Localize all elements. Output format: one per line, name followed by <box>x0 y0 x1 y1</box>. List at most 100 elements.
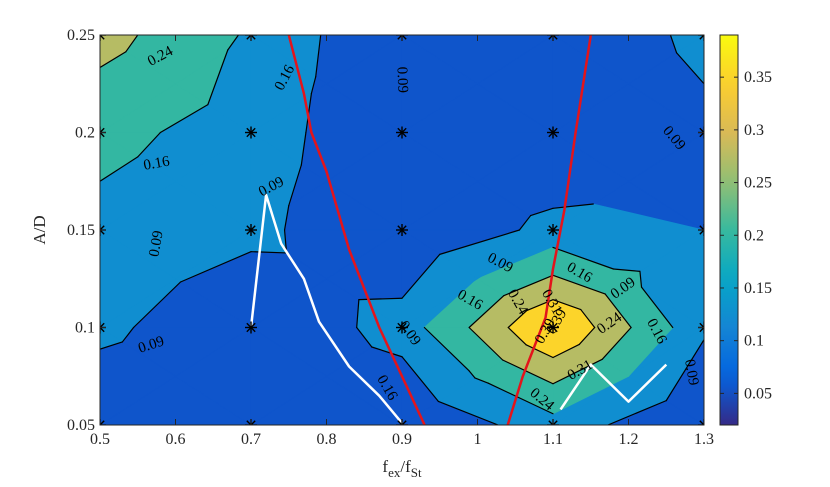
colorbar-tick-label: 0.25 <box>744 175 772 192</box>
contour-line <box>503 274 554 297</box>
contour-line <box>552 246 615 270</box>
colorbar-ticks: 0.05 0.1 0.15 0.2 0.25 0.3 0.35 <box>720 69 772 402</box>
contour-line <box>552 358 603 385</box>
contour-line <box>552 274 606 295</box>
contour-line <box>507 326 527 346</box>
contour-band-1 <box>100 229 177 328</box>
contour-line <box>640 286 674 329</box>
colorbar: 0.05 0.1 0.15 0.2 0.25 0.3 0.35 <box>719 34 772 426</box>
overlay-curve-layer <box>249 35 668 425</box>
white-curve-2 <box>559 363 668 411</box>
y-tick-label: 0.25 <box>67 27 95 44</box>
contour-line <box>612 268 641 272</box>
colorbar-tick-label: 0.2 <box>744 227 764 244</box>
grid-marker <box>547 321 559 334</box>
contour-line <box>530 207 554 217</box>
contour-line <box>283 205 290 231</box>
grid-marker <box>245 224 257 236</box>
contour-line <box>288 164 302 207</box>
contour-line <box>250 251 288 254</box>
contour-label: 0.16 <box>142 153 171 173</box>
contour-line <box>468 370 476 379</box>
grid-marker <box>100 419 106 425</box>
plot-area: 0.240.16 0.090.160.090.090.090.090.09 0.16… <box>100 35 704 425</box>
contour-band-0 <box>250 326 328 425</box>
contour-band-0 <box>401 131 479 231</box>
x-tick-label: 0.7 <box>241 431 261 448</box>
contour-line <box>371 346 403 358</box>
contour-line <box>474 377 489 384</box>
contour-line <box>100 51 127 69</box>
contour-line <box>580 308 596 329</box>
x-tick-label: 0.8 <box>317 431 337 448</box>
x-axis-label-sub2: St <box>411 465 422 480</box>
contour-line <box>604 293 632 329</box>
grid-marker <box>396 321 408 334</box>
contour-line <box>578 326 596 346</box>
colorbar-tick-label: 0.3 <box>744 122 764 139</box>
contour-line <box>552 343 580 359</box>
contour-line <box>179 251 252 283</box>
contour-line <box>227 35 240 51</box>
contour-line <box>468 295 505 329</box>
grid-marker <box>698 35 704 41</box>
colorbar-tick-label: 0.1 <box>744 333 764 350</box>
contour-line <box>601 326 632 360</box>
contour-line <box>300 131 307 166</box>
contour-label: 0.09 <box>394 67 411 94</box>
contour-line <box>437 400 499 425</box>
contour-line <box>283 229 288 254</box>
contour-line <box>132 281 182 329</box>
contour-line <box>552 203 594 209</box>
x-tick-label: 0.5 <box>90 431 110 448</box>
grid-marker <box>245 321 257 334</box>
x-tick-label: 0.6 <box>166 431 186 448</box>
contour-line <box>358 297 403 301</box>
x-tick-label: 1 <box>474 431 482 448</box>
axis-ticks: 0.5 0.6 0.7 0.8 0.9 1 1.1 1.2 1.3 0.05 0.1 0.15 0.2 0… <box>67 27 714 448</box>
colorbar-tick-label: 0.05 <box>744 385 772 402</box>
x-tick-label: 0.9 <box>392 431 412 448</box>
contour-label-layer: 0.240.16 0.090.160.090.090.090.090.09 0.16… <box>136 43 701 414</box>
contour-line <box>159 104 209 134</box>
contour-line <box>137 131 161 158</box>
contour-line <box>207 49 229 106</box>
y-tick-label: 0.05 <box>67 417 95 434</box>
y-tick-label: 0.2 <box>75 125 95 142</box>
contour-line <box>502 359 554 385</box>
colorbar-tick-label: 0.35 <box>744 69 772 86</box>
contour-line <box>675 52 704 85</box>
grid-marker <box>698 419 704 425</box>
contour-line <box>401 356 440 403</box>
x-tick-label: 1.2 <box>619 431 639 448</box>
white-curve-1 <box>249 193 403 424</box>
colorbar-bar <box>719 34 739 426</box>
contour-line <box>552 299 582 311</box>
red-curve-1 <box>287 35 426 425</box>
contour-band-0 <box>552 35 630 134</box>
contour-band-1 <box>401 326 476 403</box>
contour-line <box>121 326 135 343</box>
x-axis-label-main: f <box>382 457 388 476</box>
contour-line <box>525 344 554 359</box>
contour-line <box>487 382 554 415</box>
grid-marker <box>547 126 559 139</box>
contour-line <box>125 35 139 53</box>
contour-line-layer <box>100 35 704 425</box>
grid-marker <box>547 224 559 236</box>
x-axis-label: fex/fSt <box>382 457 422 480</box>
y-tick-label: 0.15 <box>67 222 95 239</box>
grid-marker <box>396 126 408 139</box>
contour-band-0 <box>401 35 479 134</box>
x-axis-label-mid: /f <box>400 457 411 476</box>
contour-label: 0.09 <box>136 333 166 356</box>
contour-line <box>468 326 504 361</box>
x-tick-label: 1.1 <box>543 431 563 448</box>
x-tick-label: 1.3 <box>694 431 714 448</box>
contour-label: 0.09 <box>146 229 166 258</box>
contour-line <box>665 339 704 402</box>
x-axis-label-sub1: ex <box>388 465 401 480</box>
y-axis-label: A/D <box>30 215 49 244</box>
contour-line <box>100 341 123 350</box>
